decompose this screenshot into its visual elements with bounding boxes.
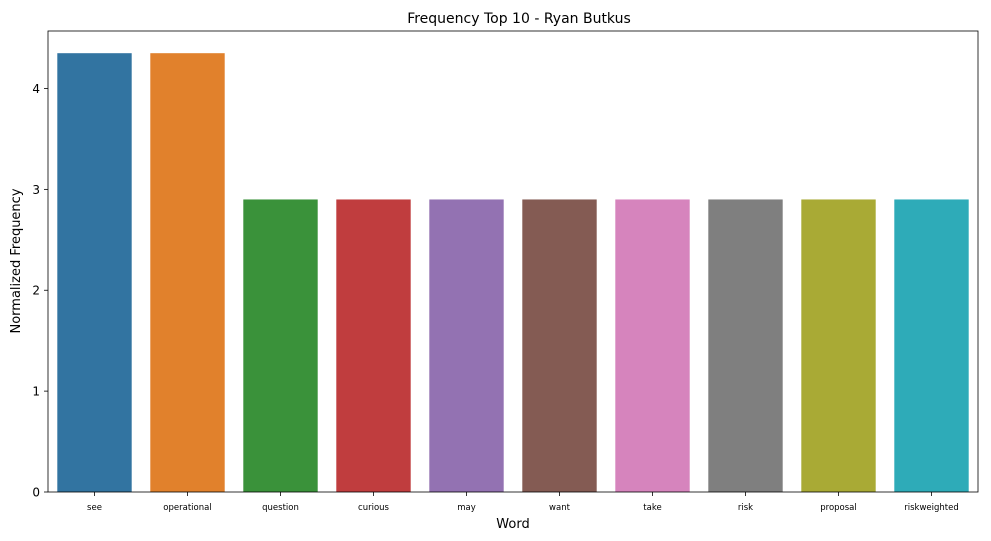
bar-see — [57, 53, 132, 492]
x-tick-label: may — [457, 503, 476, 513]
x-tick-label: proposal — [820, 503, 857, 513]
x-tick-label: take — [643, 503, 661, 513]
bar-proposal — [801, 199, 876, 492]
y-axis-ticks: 0 1 2 3 4 — [32, 82, 48, 500]
bars-group — [57, 53, 969, 492]
x-axis-label: Word — [496, 517, 529, 532]
y-tick-label: 4 — [32, 82, 40, 96]
y-tick-label: 3 — [32, 183, 40, 197]
plot-frame — [47, 30, 979, 493]
y-axis-label: Normalized Frequency — [9, 188, 24, 333]
x-tick-label: risk — [738, 503, 753, 513]
bar-risk — [708, 199, 783, 492]
bar-question — [243, 199, 318, 492]
y-tick-label: 1 — [32, 385, 40, 399]
y-tick-label: 0 — [32, 486, 40, 500]
bar-may — [429, 199, 504, 492]
bar-riskweighted — [894, 199, 969, 492]
x-tick-label: riskweighted — [904, 503, 959, 513]
y-tick-label: 2 — [32, 284, 40, 298]
bar-take — [615, 199, 690, 492]
bar-want — [522, 199, 597, 492]
x-tick-label: want — [549, 503, 571, 513]
bar-curious — [336, 199, 411, 492]
chart-title: Frequency Top 10 - Ryan Butkus — [407, 11, 631, 27]
x-axis-ticks: see operational question curious may want take… — [87, 492, 959, 513]
x-tick-label: operational — [163, 503, 211, 513]
x-tick-label: question — [262, 503, 299, 513]
x-tick-label: see — [87, 503, 102, 513]
x-tick-label: curious — [358, 503, 390, 513]
bar-operational — [150, 53, 225, 492]
